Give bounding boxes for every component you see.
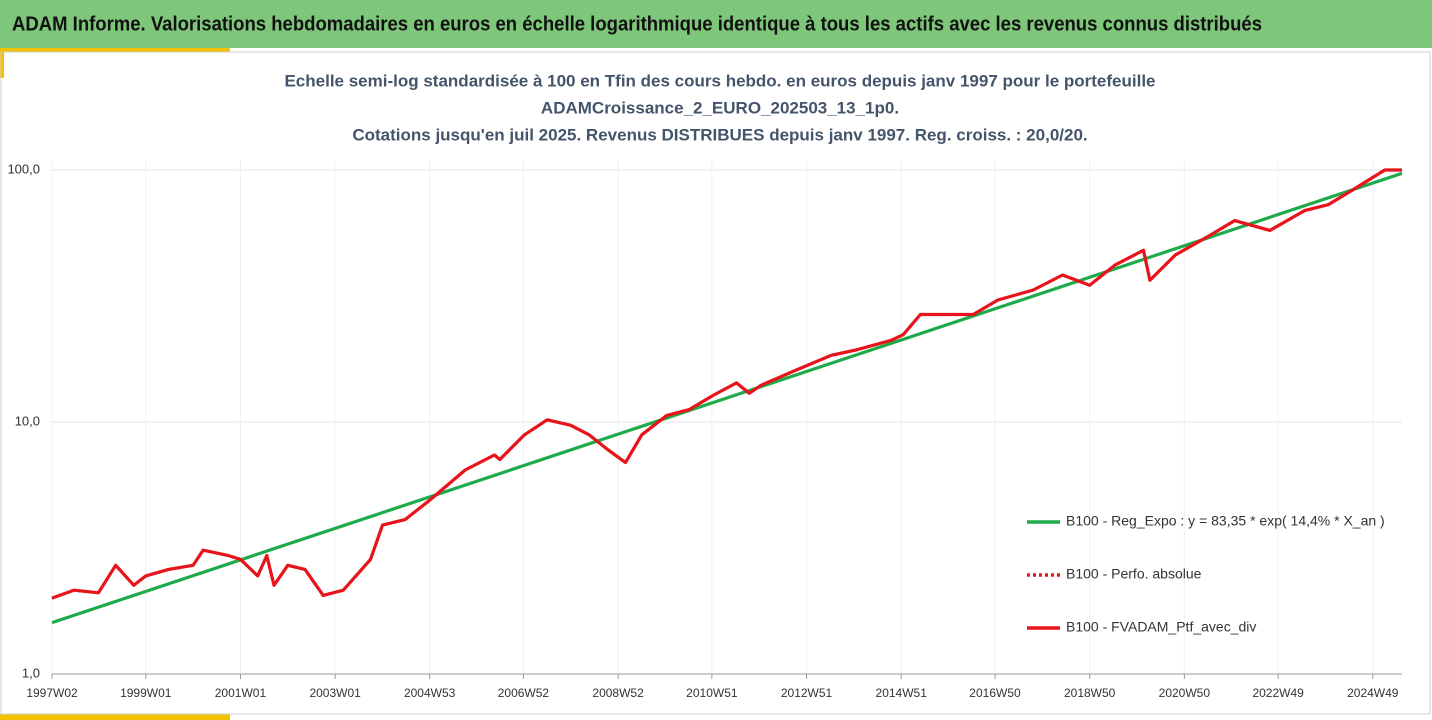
x-tick-label: 2014W51: [876, 686, 928, 700]
legend-label: B100 - Perfo. absolue: [1066, 566, 1202, 582]
accent: [0, 48, 230, 52]
x-tick-label: 2001W01: [215, 686, 267, 700]
x-tick-label: 2022W49: [1252, 686, 1304, 700]
header-title: ADAM Informe. Valorisations hebdomadaire…: [12, 13, 1262, 35]
series-line: [51, 171, 1403, 625]
x-tick-label: 2003W01: [309, 686, 361, 700]
x-tick-label: 2010W51: [686, 686, 738, 700]
x-tick-label: 1999W01: [120, 686, 172, 700]
series-line: [51, 168, 1402, 600]
chart-title: ADAMCroissance_2_EURO_202503_13_1p0.: [541, 98, 899, 117]
chart-title: Cotations jusqu'en juil 2025. Revenus DI…: [352, 125, 1087, 144]
series-line: [51, 168, 1402, 600]
chart-border: [0, 51, 1431, 715]
x-tick-label: 2006W52: [498, 686, 550, 700]
accent: [0, 714, 230, 720]
y-tick-label: 1,0: [22, 665, 40, 680]
x-tick-label: 1997W02: [26, 686, 78, 700]
y-tick-label: 100,0: [7, 161, 40, 176]
x-tick-label: 2004W53: [404, 686, 456, 700]
x-tick-label: 2020W50: [1159, 686, 1211, 700]
x-tick-label: 2016W50: [969, 686, 1021, 700]
x-tick-label: 2012W51: [781, 686, 833, 700]
legend-label: B100 - FVADAM_Ptf_avec_div: [1066, 619, 1256, 635]
accent: [0, 48, 4, 78]
y-tick-label: 10,0: [15, 413, 40, 428]
chart-title: Echelle semi-log standardisée à 100 en T…: [284, 71, 1155, 90]
x-tick-label: 2018W50: [1064, 686, 1116, 700]
x-tick-label: 2024W49: [1347, 686, 1399, 700]
x-tick-label: 2008W52: [592, 686, 644, 700]
legend-label: B100 - Reg_Expo : y = 83,35 * exp( 14,4%…: [1066, 513, 1385, 529]
header-bar: [0, 0, 1432, 48]
